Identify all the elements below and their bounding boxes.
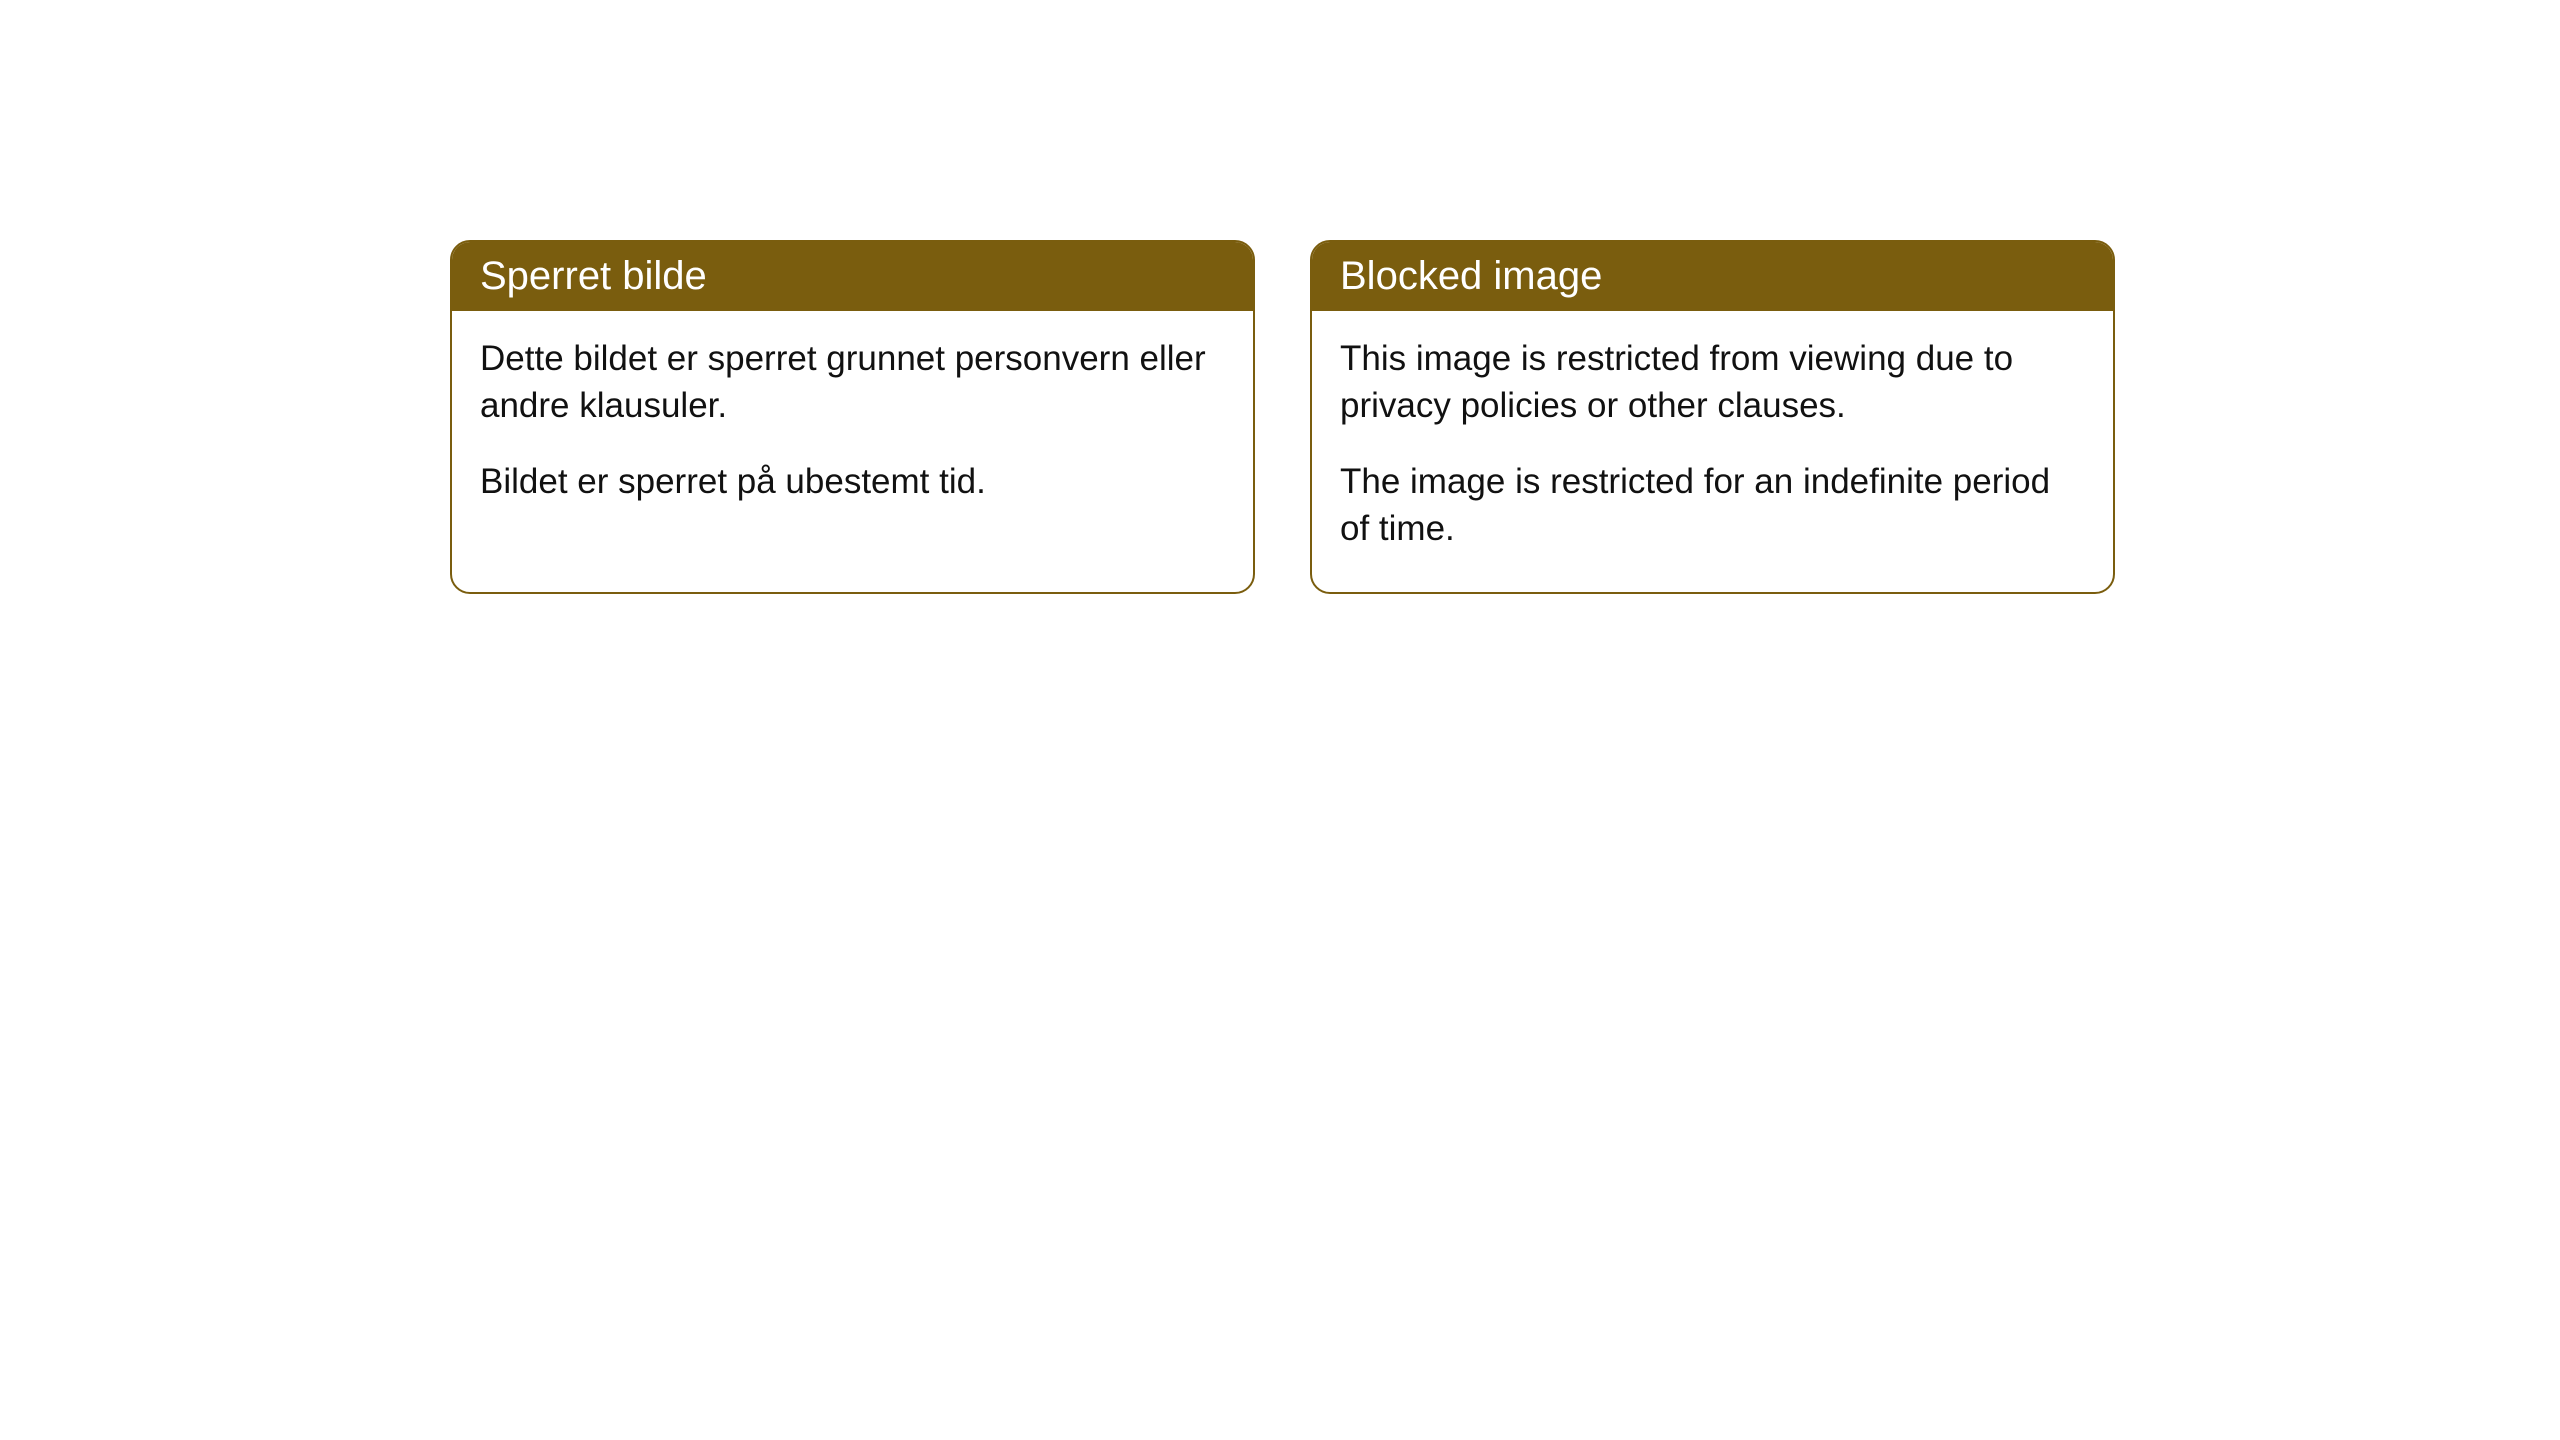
card-paragraph-2-en: The image is restricted for an indefinit… [1340, 458, 2085, 553]
card-paragraph-2-no: Bildet er sperret på ubestemt tid. [480, 458, 1225, 505]
card-header-en: Blocked image [1312, 242, 2113, 311]
blocked-image-card-en: Blocked image This image is restricted f… [1310, 240, 2115, 594]
card-paragraph-1-en: This image is restricted from viewing du… [1340, 335, 2085, 430]
card-paragraph-1-no: Dette bildet er sperret grunnet personve… [480, 335, 1225, 430]
card-header-no: Sperret bilde [452, 242, 1253, 311]
card-body-no: Dette bildet er sperret grunnet personve… [452, 311, 1253, 545]
card-body-en: This image is restricted from viewing du… [1312, 311, 2113, 592]
card-title-en: Blocked image [1340, 254, 1602, 298]
card-title-no: Sperret bilde [480, 254, 707, 298]
cards-container: Sperret bilde Dette bildet er sperret gr… [450, 240, 2115, 594]
blocked-image-card-no: Sperret bilde Dette bildet er sperret gr… [450, 240, 1255, 594]
